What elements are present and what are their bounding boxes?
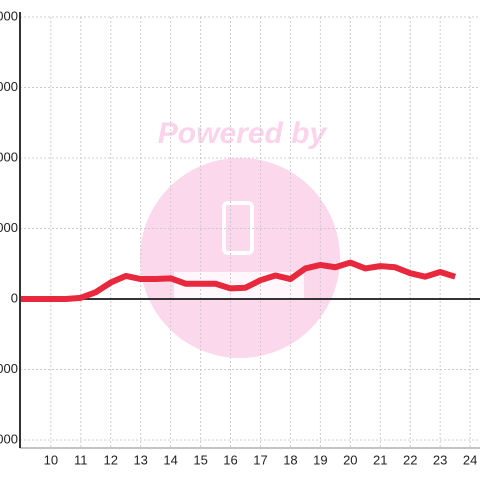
x-tick-label: 11	[74, 452, 88, 467]
x-tick-label: 16	[223, 452, 237, 467]
y-tick-label: 0	[11, 290, 18, 305]
x-tick-label: 14	[163, 452, 177, 467]
watermark-text: Powered by	[158, 117, 328, 150]
y-tick-label: -6,000	[0, 431, 18, 446]
x-tick-label: 15	[193, 452, 207, 467]
y-tick-label: 9,000	[0, 79, 18, 94]
watermark	[140, 158, 340, 358]
y-tick-label: 3,000	[0, 220, 18, 235]
y-tick-label: 12,000	[0, 8, 18, 23]
x-tick-label: 18	[283, 452, 297, 467]
x-tick-label: 19	[313, 452, 327, 467]
x-tick-label: 10	[44, 452, 58, 467]
y-tick-label: 6,000	[0, 149, 18, 164]
y-tick-label: -3,000	[0, 361, 18, 376]
x-tick-label: 23	[433, 452, 447, 467]
x-tick-label: 12	[104, 452, 118, 467]
series-line	[20, 259, 457, 302]
x-tick-label: 13	[133, 452, 147, 467]
x-tick-label: 24	[463, 452, 477, 467]
x-tick-label: 20	[343, 452, 357, 467]
x-tick-label: 17	[253, 452, 267, 467]
x-tick-label: 21	[373, 452, 387, 467]
x-tick-label: 22	[403, 452, 417, 467]
